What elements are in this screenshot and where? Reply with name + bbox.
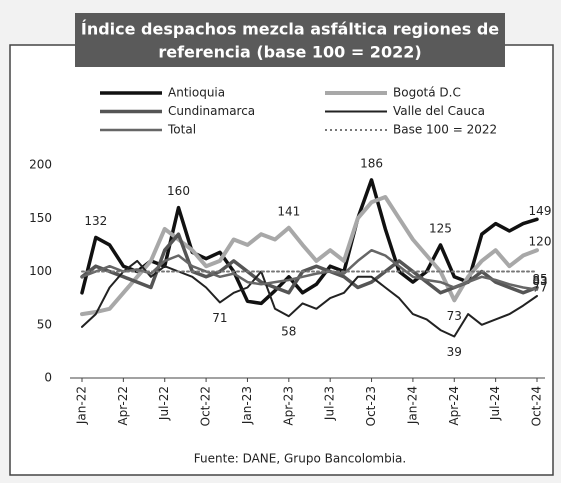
legend-label: Cundinamarca	[168, 104, 255, 118]
y-tick-label: 100	[29, 264, 52, 278]
title-banner	[75, 13, 505, 67]
data-label: 83	[532, 274, 547, 288]
y-tick-label: 200	[29, 158, 52, 172]
chart-title: referencia (base 100 = 2022)	[158, 43, 421, 62]
series-line	[80, 195, 539, 317]
x-tick-label: Oct-22	[199, 386, 213, 426]
series-line	[80, 178, 539, 306]
y-tick-label: 0	[44, 371, 52, 385]
y-tick-label: 150	[29, 211, 52, 225]
x-tick-label: Oct-23	[364, 386, 378, 426]
data-label: 85	[532, 272, 547, 286]
x-tick-label: Apr-24	[447, 386, 461, 426]
series-line	[80, 248, 539, 291]
source-note: Fuente: DANE, Grupo Bancolombia.	[194, 452, 406, 466]
data-label: 77	[532, 280, 547, 294]
data-label: 186	[360, 156, 383, 170]
data-label: 120	[529, 235, 552, 249]
data-label: 71	[212, 311, 227, 325]
data-label: 160	[167, 184, 190, 198]
x-tick-label: Apr-22	[116, 386, 130, 426]
chart-title: Índice despachos mezcla asfáltica region…	[81, 20, 499, 39]
data-label: 149	[529, 204, 552, 218]
legend-label: Bogotá D.C	[393, 86, 461, 100]
x-tick-label: Jul-23	[323, 386, 337, 421]
chart-frame	[9, 44, 554, 476]
x-tick-label: Oct-24	[530, 386, 544, 426]
x-tick-label: Jan-24	[405, 386, 419, 425]
y-tick-label: 50	[37, 317, 52, 331]
data-label: 132	[84, 214, 107, 228]
data-label: 39	[447, 345, 462, 359]
data-label: 141	[277, 204, 300, 218]
legend-label: Antioquia	[168, 86, 225, 100]
x-tick-label: Jul-24	[488, 386, 502, 421]
x-tick-label: Jul-22	[157, 386, 171, 421]
legend-label: Base 100 = 2022	[393, 123, 497, 137]
data-label: 58	[281, 325, 296, 339]
x-tick-label: Jan-23	[240, 386, 254, 425]
x-tick-label: Jan-22	[75, 386, 89, 425]
x-tick-label: Apr-23	[281, 386, 295, 426]
legend-label: Valle del Cauca	[393, 104, 485, 118]
data-label: 125	[429, 221, 452, 235]
legend-label: Total	[167, 123, 196, 137]
data-label: 73	[447, 309, 462, 323]
